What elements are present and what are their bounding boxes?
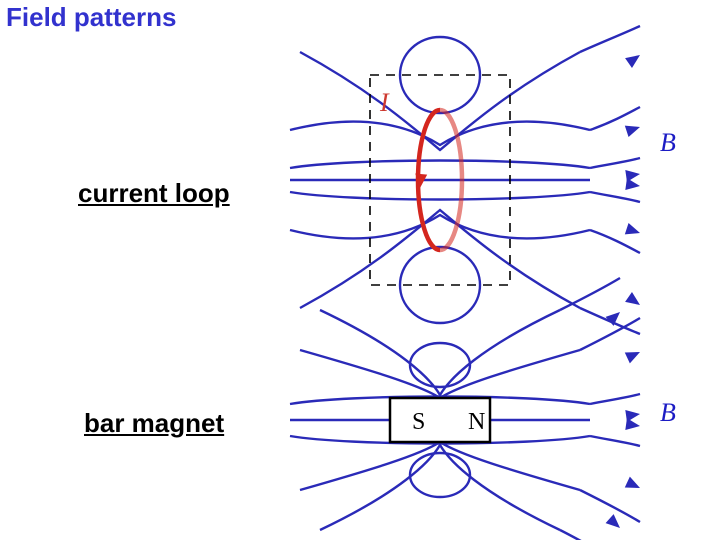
bar-magnet-label: bar magnet xyxy=(84,408,224,439)
field-symbol-bottom: B xyxy=(660,398,676,428)
svg-text:N: N xyxy=(468,409,485,435)
svg-text:S: S xyxy=(412,409,425,435)
field-symbol-top: B xyxy=(660,128,676,158)
current-symbol: I xyxy=(380,88,389,118)
page-title: Field patterns xyxy=(6,2,176,33)
field-patterns-svg: SN xyxy=(0,0,720,540)
current-loop-label: current loop xyxy=(78,178,230,209)
